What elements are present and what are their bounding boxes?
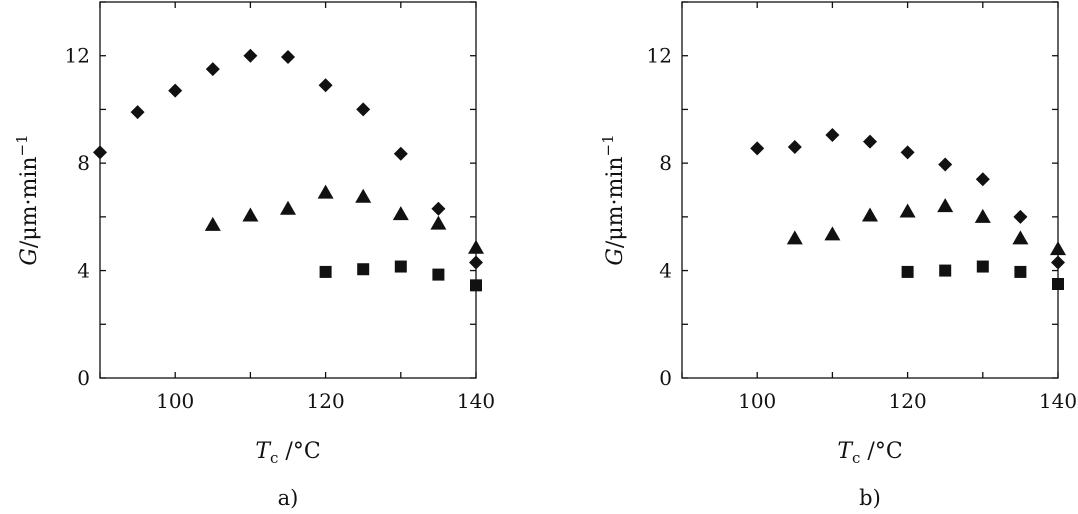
data-point-square [470,279,482,292]
y-axis-label-superscript: −1 [599,134,617,156]
data-point-diamond [975,172,990,187]
data-point-diamond [356,102,371,117]
data-point-triangle [242,207,259,222]
data-point-triangle [862,207,878,222]
data-point-diamond [130,105,145,120]
panel-label: a) [278,486,299,510]
x-axis-label-subscript: c [852,449,860,467]
data-point-diamond [863,134,877,149]
data-point-diamond [750,141,765,156]
x-axis-label-unit: /°C [860,439,902,464]
x-axis-label-symbol: T [255,439,272,464]
data-point-square [1014,265,1027,278]
x-tick-label: 120 [889,389,927,413]
data-point-square [939,264,952,277]
y-axis-label-unit: /μm·min [603,156,628,248]
data-point-diamond [938,157,953,172]
plot-frame [99,1,477,379]
plot-frame [681,1,1059,379]
data-point-triangle [899,203,916,218]
data-point-square [394,260,407,273]
y-tick-label: 8 [77,151,90,175]
data-point-triangle [824,226,841,241]
panel-b: 0 4 8 12 100 120 140 Tc /°C G/μm·min−1 b) [599,1,1077,510]
data-point-diamond [825,127,840,142]
y-axis-label-symbol: G [17,248,42,266]
y-axis-label-symbol: G [603,248,628,266]
x-tick-label: 100 [738,389,776,413]
x-axis-label-subscript: c [270,449,278,467]
data-point-diamond [243,48,258,63]
data-point-triangle [786,230,803,245]
y-axis-label: G/μm·min−1 [13,134,42,265]
x-tick-label: 140 [457,389,495,413]
y-tick-label: 12 [65,44,90,68]
data-point-triangle [1050,241,1066,256]
data-point-diamond [900,145,915,160]
data-point-triangle [468,239,484,254]
x-tick-label: 120 [307,389,345,413]
data-point-triangle [280,200,296,215]
y-tick-label: 4 [77,259,90,283]
data-point-diamond [469,255,483,270]
x-tick-label: 100 [156,389,194,413]
y-tick-label: 8 [659,151,672,175]
y-axis-label-superscript: −1 [13,134,31,156]
data-point-diamond [787,140,802,155]
x-axis-label-symbol: T [837,439,854,464]
data-point-diamond [281,50,295,65]
panel-label: b) [859,486,881,510]
data-point-triangle [392,206,409,221]
data-point-diamond [431,201,446,216]
data-point-square [432,268,445,281]
data-point-triangle [937,198,954,213]
data-point-square [901,265,914,278]
data-point-diamond [1051,255,1065,270]
data-point-triangle [355,188,372,203]
data-point-diamond [1013,209,1028,224]
data-point-square [319,265,332,278]
y-tick-label: 0 [659,366,672,390]
data-point-diamond [93,145,107,160]
y-tick-label: 12 [647,44,672,68]
data-point-diamond [318,78,333,93]
data-point-triangle [204,216,221,231]
data-point-triangle [1012,230,1029,245]
data-point-square [976,260,989,273]
data-point-square [357,263,370,276]
y-axis-label: G/μm·min−1 [599,134,628,265]
data-point-diamond [393,146,408,161]
panel-a: 0 4 8 12 100 120 140 Tc /°C G/μm·min−1 a) [13,1,495,510]
data-point-square [1052,278,1064,290]
x-axis-label: Tc /°C [255,439,320,467]
y-tick-label: 4 [659,259,672,283]
y-axis-label-unit: /μm·min [17,156,42,248]
y-tick-label: 0 [77,366,90,390]
x-tick-label: 140 [1039,389,1077,413]
x-axis-label-unit: /°C [278,439,320,464]
data-point-diamond [168,83,183,98]
x-axis-label: Tc /°C [837,439,902,467]
data-point-diamond [205,62,220,77]
data-point-triangle [317,184,334,199]
data-point-triangle [974,208,991,223]
data-point-triangle [430,215,447,230]
